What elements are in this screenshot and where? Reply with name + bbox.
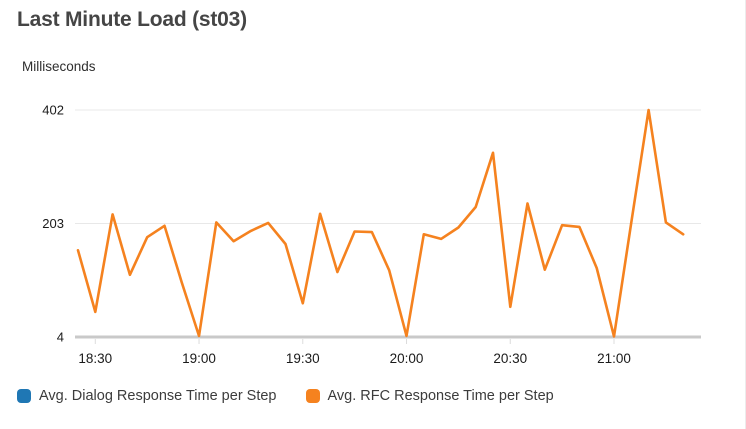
x-tick-label: 21:00 bbox=[597, 351, 631, 366]
legend-label: Avg. Dialog Response Time per Step bbox=[39, 388, 277, 404]
y-axis-unit-label: Milliseconds bbox=[22, 59, 96, 74]
dialog-series-swatch-icon bbox=[17, 389, 31, 403]
rfc-series-swatch-icon bbox=[305, 389, 320, 403]
x-tick-label: 20:00 bbox=[390, 351, 424, 366]
legend-label: Avg. RFC Response Time per Step bbox=[327, 388, 554, 404]
y-tick-label: 402 bbox=[42, 103, 64, 118]
x-tick-label: 18:30 bbox=[78, 351, 112, 366]
series-line bbox=[76, 108, 685, 338]
legend-item-rfc-response[interactable]: Avg. RFC Response Time per Step bbox=[305, 388, 554, 404]
chart-title: Last Minute Load (st03) bbox=[17, 8, 247, 31]
x-tick-label: 19:30 bbox=[286, 351, 320, 366]
x-tick-label: 19:00 bbox=[182, 351, 216, 366]
legend-item-dialog-response[interactable]: Avg. Dialog Response Time per Step bbox=[17, 388, 277, 404]
y-tick-label: 203 bbox=[42, 216, 64, 231]
x-tick-label: 20:30 bbox=[493, 351, 527, 366]
y-tick-label: 4 bbox=[57, 330, 64, 345]
chart-legend: Avg. Dialog Response Time per Step Avg. … bbox=[17, 388, 554, 404]
line-chart-canvas: 4 203 402 18:30 19:00 19:30 20:00 20:30 21:00 bbox=[42, 103, 701, 366]
